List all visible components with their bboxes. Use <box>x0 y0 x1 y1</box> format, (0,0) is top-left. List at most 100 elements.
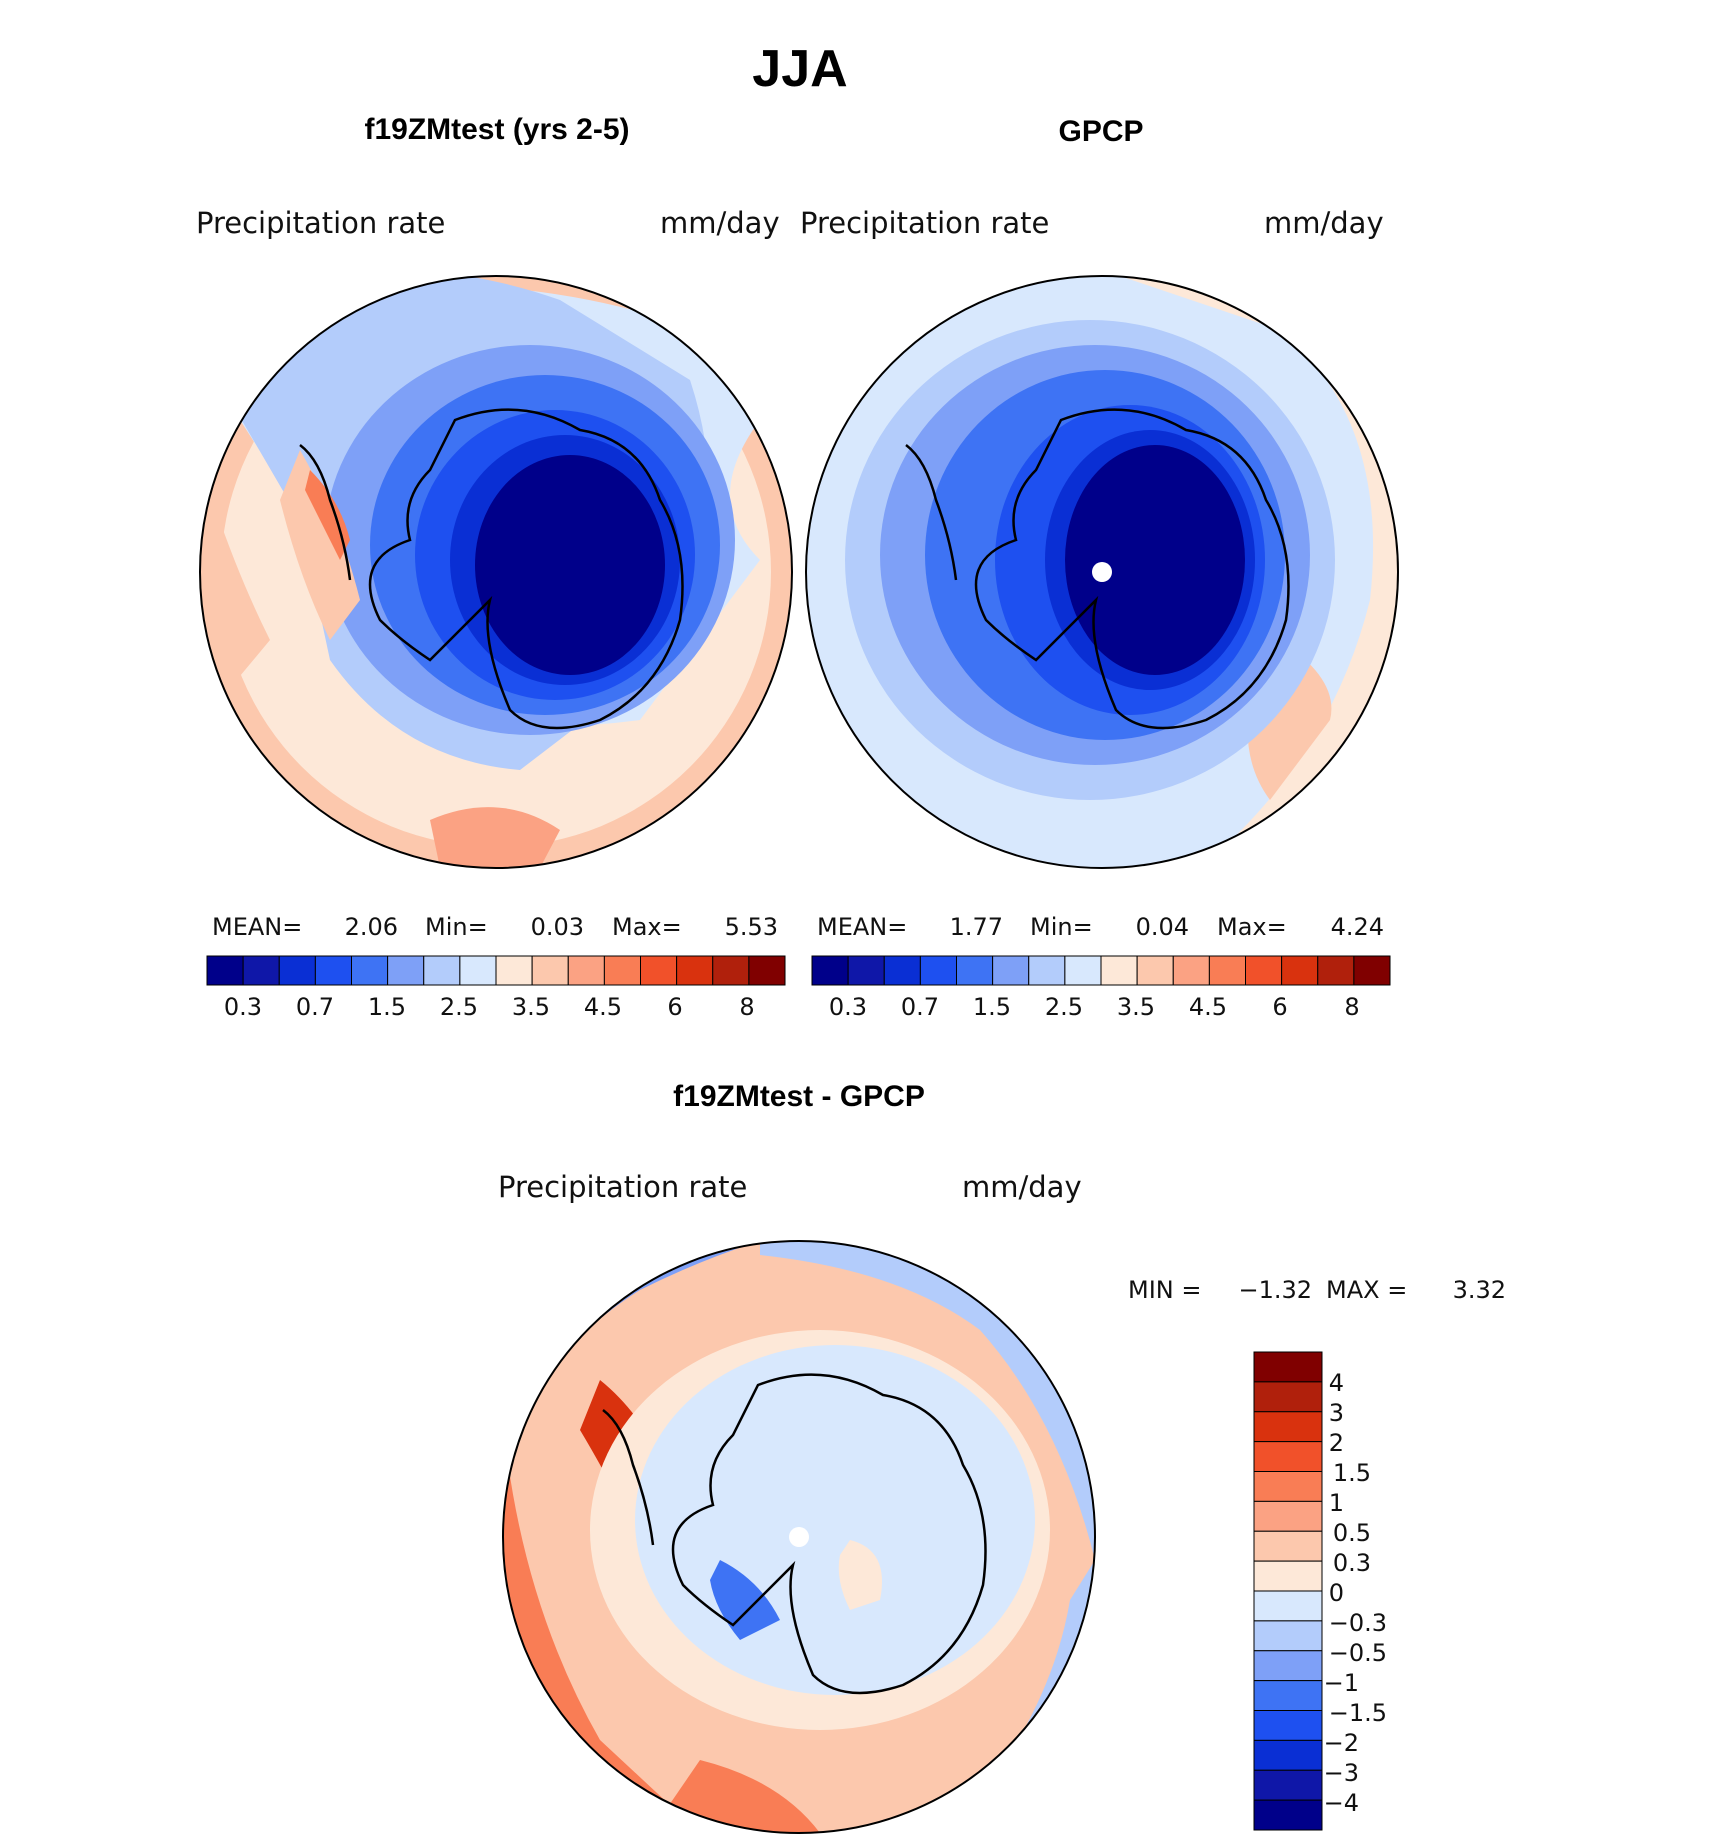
obs-peninsula-coastline <box>905 444 958 581</box>
diff-tick-label: 0.3 <box>1333 1549 1371 1577</box>
obs-colorbar-swatch <box>883 955 921 986</box>
obs-mean-label: MEAN= <box>817 913 907 941</box>
diff-colorbar-swatch <box>1253 1351 1323 1383</box>
obs-colorbar <box>811 955 1391 986</box>
model-tick-label: 0.7 <box>296 993 334 1021</box>
model-colorbar-swatch <box>242 955 280 986</box>
diff-colorbar-swatch <box>1253 1411 1323 1443</box>
model-mean-label: MEAN= <box>212 913 302 941</box>
obs-tick-label: 1.5 <box>973 993 1011 1021</box>
obs-variable-label: Precipitation rate <box>800 206 1049 240</box>
model-antarctica-coastline <box>368 408 684 730</box>
diff-colorbar-swatch <box>1253 1560 1323 1592</box>
model-colorbar-swatch <box>495 955 533 986</box>
diff-colorbar-ticks: 4 3 2 1.5 1 0.5 0.3 0 −0.3 −0.5 −1 −1.5 … <box>1324 1369 1387 1817</box>
diff-polar-map <box>502 1240 1096 1834</box>
diff-tick-label: −0.5 <box>1329 1639 1387 1667</box>
diff-tick-label: 1 <box>1329 1489 1344 1517</box>
obs-colorbar-ticks: 0.3 0.7 1.5 2.5 3.5 4.5 6 8 <box>829 993 1360 1021</box>
obs-colorbar-swatch <box>992 955 1030 986</box>
model-colorbar-swatch <box>640 955 678 986</box>
obs-antarctica-coastline <box>974 408 1290 730</box>
diff-variable-label: Precipitation rate <box>498 1170 747 1204</box>
obs-colorbar-swatch <box>847 955 885 986</box>
model-units-label: mm/day <box>660 206 780 240</box>
diff-units-label: mm/day <box>962 1170 1082 1204</box>
diff-colorbar-swatch <box>1253 1769 1323 1801</box>
diff-min-value: −1.32 <box>1238 1276 1312 1304</box>
model-tick-label: 3.5 <box>512 993 550 1021</box>
obs-colorbar-swatch <box>1208 955 1247 986</box>
model-tick-label: 6 <box>667 993 682 1021</box>
obs-panel-title: GPCP <box>1058 115 1143 148</box>
model-tick-label: 4.5 <box>584 993 622 1021</box>
model-min-value: 0.03 <box>531 913 584 941</box>
model-polar-map <box>199 275 793 869</box>
model-variable-label: Precipitation rate <box>196 206 445 240</box>
diff-colorbar-swatch <box>1253 1471 1323 1502</box>
diff-colorbar-swatch <box>1253 1799 1323 1831</box>
model-colorbar-swatch <box>206 955 244 986</box>
diff-colorbar-swatch <box>1253 1441 1323 1473</box>
obs-tick-label: 8 <box>1344 993 1359 1021</box>
diff-panel-title: f19ZMtest - GPCP <box>673 1080 925 1113</box>
model-map-border <box>199 275 793 869</box>
diff-colorbar-swatch <box>1253 1680 1323 1712</box>
model-tick-label: 0.3 <box>224 993 262 1021</box>
obs-colorbar-swatch <box>1317 955 1355 986</box>
diff-colorbar-swatch <box>1253 1710 1323 1741</box>
model-max-value: 5.53 <box>725 913 778 941</box>
diff-colorbar-swatch <box>1253 1530 1323 1562</box>
diff-colorbar-swatch <box>1253 1620 1323 1652</box>
obs-tick-label: 2.5 <box>1045 993 1083 1021</box>
diff-tick-label: 4 <box>1329 1369 1344 1397</box>
diff-map-border <box>502 1240 1096 1834</box>
diff-tick-label: −4 <box>1324 1789 1359 1817</box>
obs-mean-value: 1.77 <box>950 913 1003 941</box>
model-mean-value: 2.06 <box>345 913 398 941</box>
model-colorbar-swatch <box>531 955 569 986</box>
obs-max-value: 4.24 <box>1331 913 1384 941</box>
model-colorbar-swatch <box>459 955 497 986</box>
obs-min-value: 0.04 <box>1136 913 1189 941</box>
model-panel-title: f19ZMtest (yrs 2-5) <box>364 113 629 146</box>
diff-tick-label: 1.5 <box>1333 1459 1371 1487</box>
model-colorbar-ticks: 0.3 0.7 1.5 2.5 3.5 4.5 6 8 <box>224 993 755 1021</box>
diff-tick-label: 2 <box>1329 1429 1344 1457</box>
obs-colorbar-swatch <box>1245 955 1283 986</box>
main-title: JJA <box>752 40 847 98</box>
model-colorbar-swatch <box>676 955 714 986</box>
obs-pole-marker <box>1092 562 1112 582</box>
model-peninsula-coastline <box>299 444 352 581</box>
diff-colorbar-swatch <box>1253 1500 1323 1532</box>
obs-colorbar-swatch <box>1172 955 1210 986</box>
model-colorbar-swatch <box>748 955 786 986</box>
model-tick-label: 1.5 <box>368 993 406 1021</box>
obs-tick-label: 3.5 <box>1117 993 1155 1021</box>
model-tick-label: 8 <box>739 993 754 1021</box>
model-colorbar-swatch <box>603 955 642 986</box>
diff-tick-label: −0.3 <box>1329 1609 1387 1637</box>
model-colorbar-swatch <box>567 955 605 986</box>
diff-min-label: MIN = <box>1128 1276 1201 1304</box>
diff-tick-label: −1 <box>1324 1669 1359 1697</box>
diff-peninsula-coastline <box>602 1409 655 1546</box>
obs-colorbar-swatch <box>1281 955 1319 986</box>
diff-max-label: MAX = <box>1326 1276 1407 1304</box>
obs-colorbar-swatch <box>1136 955 1174 986</box>
obs-tick-label: 0.3 <box>829 993 867 1021</box>
obs-polar-map <box>805 275 1399 869</box>
diff-tick-label: 0 <box>1329 1579 1344 1607</box>
obs-tick-label: 0.7 <box>901 993 939 1021</box>
diff-tick-label: −3 <box>1324 1759 1359 1787</box>
obs-colorbar-swatch <box>1028 955 1066 986</box>
obs-colorbar-swatch <box>1064 955 1102 986</box>
obs-min-label: Min= <box>1030 913 1093 941</box>
model-colorbar-swatch <box>351 955 389 986</box>
model-colorbar-swatch <box>423 955 461 986</box>
model-colorbar-swatch <box>314 955 353 986</box>
obs-colorbar-swatch <box>956 955 994 986</box>
diff-tick-label: 3 <box>1329 1399 1344 1427</box>
obs-tick-label: 4.5 <box>1189 993 1227 1021</box>
